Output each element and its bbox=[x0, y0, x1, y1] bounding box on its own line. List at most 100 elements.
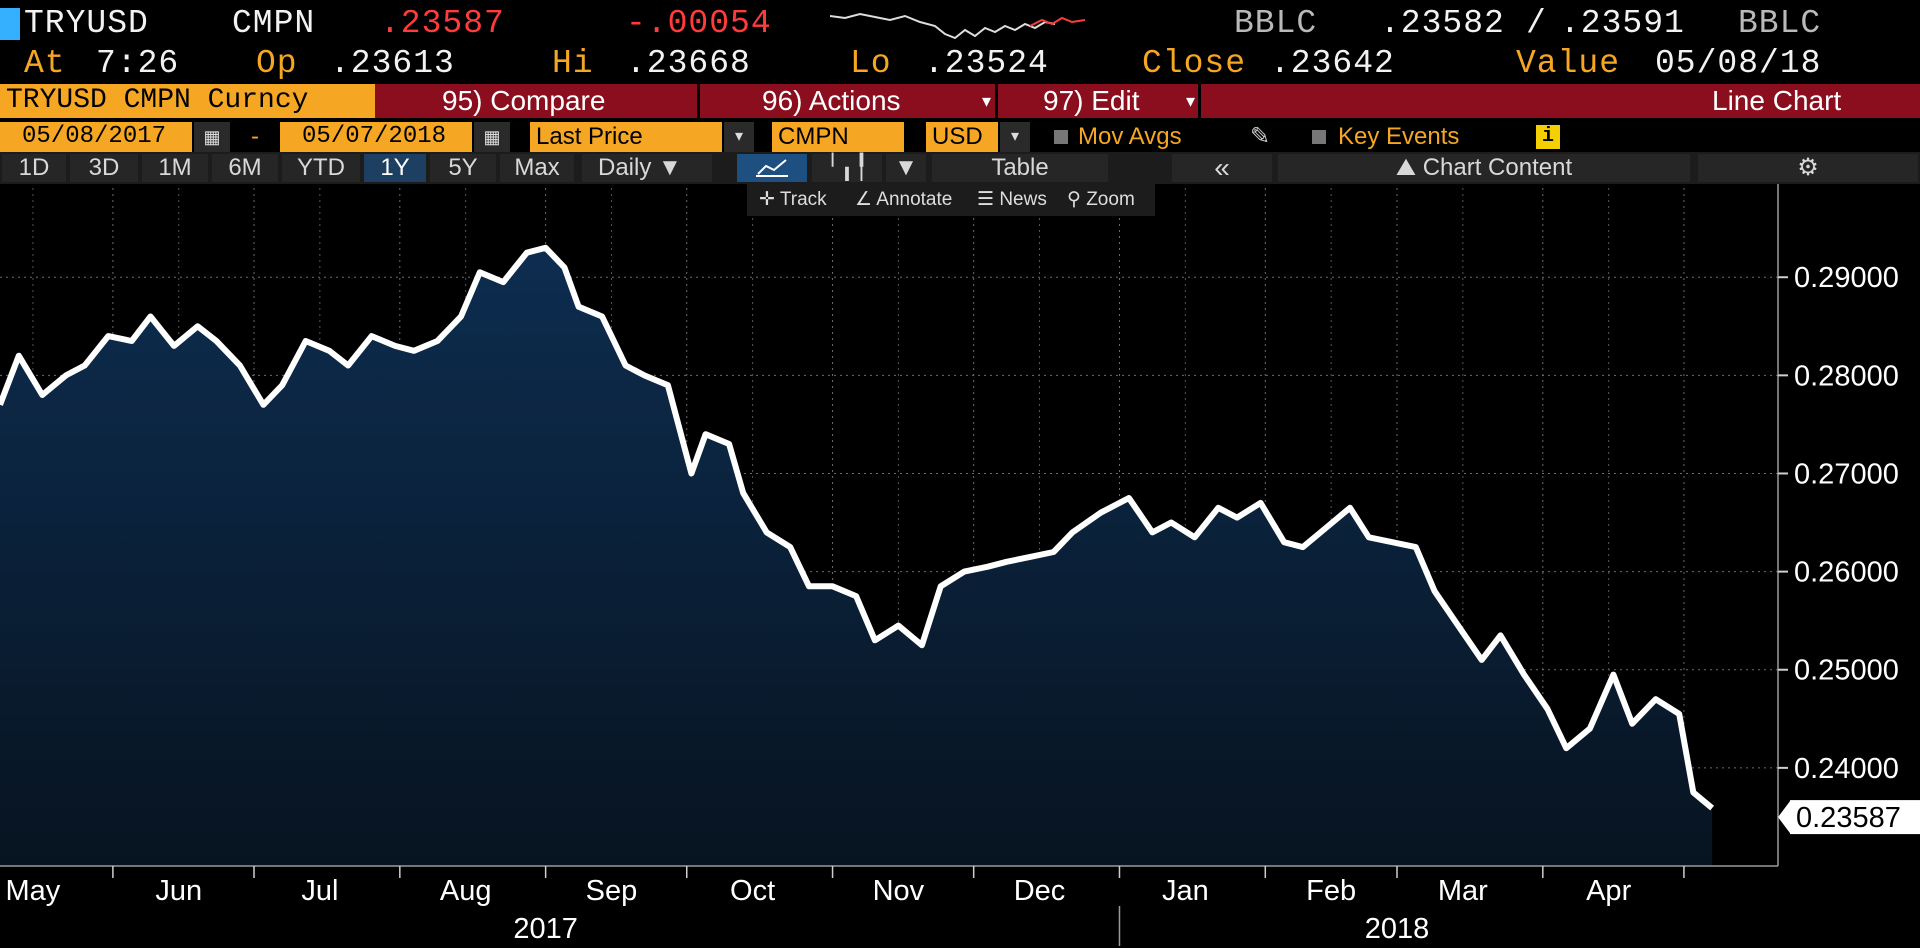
actions-button[interactable]: 96) Actions bbox=[762, 85, 901, 116]
range-button-1m[interactable]: 1M bbox=[142, 154, 208, 182]
edit-button[interactable]: 97) Edit bbox=[1043, 85, 1140, 116]
low-price: .23524 bbox=[924, 45, 1049, 82]
edit-dropdown-icon[interactable]: ▾ bbox=[1186, 91, 1196, 111]
range-button-max[interactable]: Max bbox=[500, 154, 574, 182]
month-label: Dec bbox=[1014, 875, 1066, 907]
year-label: 2017 bbox=[513, 913, 578, 945]
crosshair-icon: ✛ bbox=[759, 189, 780, 210]
at-label: At bbox=[24, 45, 66, 82]
range-button-3d[interactable]: 3D bbox=[70, 154, 138, 182]
ask-price: .23591 bbox=[1560, 5, 1685, 42]
table-button[interactable]: Table bbox=[932, 154, 1108, 182]
price-area bbox=[0, 247, 1713, 867]
close-label: Close bbox=[1142, 45, 1247, 82]
low-label: Lo bbox=[850, 45, 892, 82]
ticker: TRYUSD bbox=[24, 5, 149, 42]
compare-button[interactable]: 95) Compare bbox=[442, 85, 606, 116]
chart-content-button[interactable]: ⛰ Chart Content bbox=[1278, 154, 1690, 182]
close-price: .23642 bbox=[1270, 45, 1395, 82]
month-label: Aug bbox=[440, 875, 492, 907]
chevron-down-icon[interactable]: ▾ bbox=[1000, 122, 1030, 152]
news-button[interactable]: ☰ News bbox=[977, 186, 1047, 214]
collapse-panel-button[interactable]: « bbox=[1172, 154, 1272, 182]
line-chart-icon[interactable] bbox=[737, 154, 807, 182]
last-price-value: 0.23587 bbox=[1796, 802, 1901, 834]
field-select[interactable]: Last Price bbox=[530, 122, 722, 152]
annotate-button[interactable]: ∠ Annotate bbox=[855, 186, 952, 214]
net-change: -.00054 bbox=[626, 5, 772, 42]
open-price: .23613 bbox=[330, 45, 455, 82]
actions-dropdown-icon[interactable]: ▾ bbox=[982, 91, 992, 111]
range-button-ytd[interactable]: YTD bbox=[282, 154, 360, 182]
month-label: Mar bbox=[1438, 875, 1488, 907]
quote-time: 7:26 bbox=[96, 45, 180, 82]
chart-type-dropdown-icon[interactable]: ▼ bbox=[886, 154, 926, 182]
info-icon[interactable]: i bbox=[1536, 125, 1560, 149]
zoom-label: Zoom bbox=[1086, 189, 1135, 210]
range-button-6m[interactable]: 6M bbox=[212, 154, 278, 182]
mov-avgs-checkbox[interactable] bbox=[1054, 130, 1068, 144]
x-axis: May Jun Jul Aug Sep Oct Nov Dec Jan Feb Mar Apr 2017… bbox=[0, 865, 1778, 946]
month-label: Feb bbox=[1306, 875, 1356, 907]
y-tick-label: 0.29000 bbox=[1794, 262, 1899, 294]
chart-settings-row: 05/08/2017 ▦ - 05/07/2018 ▦ Last Price ▾… bbox=[0, 122, 1920, 152]
news-icon: ☰ bbox=[977, 189, 1000, 210]
chevron-down-icon[interactable]: ▾ bbox=[724, 122, 754, 152]
periodicity-select[interactable]: Daily ▼ bbox=[582, 154, 712, 182]
y-tick-label: 0.26000 bbox=[1794, 557, 1899, 589]
high-label: Hi bbox=[552, 45, 594, 82]
magnifier-icon: ⚲ bbox=[1067, 189, 1087, 210]
sparkline-icon bbox=[830, 12, 1086, 40]
price-line bbox=[0, 244, 1715, 811]
quote-line-1: TRYUSD CMPN .23587 -.00054 BBLC .23582 /… bbox=[0, 2, 1920, 46]
security-color-marker bbox=[0, 8, 20, 40]
range-button-5y[interactable]: 5Y bbox=[430, 154, 496, 182]
zoom-button[interactable]: ⚲ Zoom bbox=[1067, 186, 1135, 214]
y-tick-label: 0.27000 bbox=[1794, 458, 1899, 490]
month-label: Oct bbox=[730, 875, 775, 907]
currency-field[interactable]: USD bbox=[926, 122, 998, 152]
month-label: May bbox=[6, 875, 61, 907]
month-label: Jan bbox=[1162, 875, 1209, 907]
pencil-icon[interactable]: ✎ bbox=[1250, 123, 1271, 150]
y-tick-label: 0.25000 bbox=[1794, 655, 1899, 687]
chart-content-icon: ⛰ bbox=[1395, 154, 1423, 181]
last-price: .23587 bbox=[380, 5, 505, 42]
bid-source: BBLC bbox=[1234, 5, 1318, 42]
bar-chart-icon[interactable]: ╵╻╿ bbox=[812, 154, 882, 182]
price-source: CMPN bbox=[232, 5, 316, 42]
chart-content-label: Chart Content bbox=[1422, 154, 1573, 181]
periodicity-label: Daily bbox=[598, 154, 652, 181]
y-axis: 0.29000 0.28000 0.27000 0.26000 0.25000 0.240… bbox=[1777, 184, 1899, 866]
value-label: Value bbox=[1516, 45, 1621, 82]
range-bar: 1D 3D 1M 6M YTD 1Y 5Y Max Daily ▼ ╵╻╿ ▼ Table «… bbox=[0, 152, 1920, 184]
funcbar-divider bbox=[995, 84, 998, 118]
security-field[interactable]: TRYUSD CMPN Curncy bbox=[0, 84, 375, 118]
range-button-1d[interactable]: 1D bbox=[2, 154, 66, 182]
month-label: Jun bbox=[155, 875, 202, 907]
key-events-checkbox[interactable] bbox=[1312, 130, 1326, 144]
track-label: Track bbox=[779, 189, 827, 210]
open-label: Op bbox=[256, 45, 298, 82]
track-button[interactable]: ✛ Track bbox=[759, 186, 827, 214]
bid-ask-separator: / bbox=[1526, 5, 1547, 42]
mov-avgs-label: Mov Avgs bbox=[1078, 123, 1182, 150]
calendar-icon[interactable]: ▦ bbox=[474, 122, 510, 152]
month-label: Jul bbox=[301, 875, 338, 907]
start-date-field[interactable]: 05/08/2017 bbox=[0, 122, 192, 152]
calendar-icon[interactable]: ▦ bbox=[194, 122, 230, 152]
y-tick-label: 0.24000 bbox=[1794, 753, 1899, 785]
source-field[interactable]: CMPN bbox=[772, 122, 904, 152]
key-events-label: Key Events bbox=[1338, 123, 1460, 150]
gear-icon[interactable]: ⚙ bbox=[1698, 154, 1918, 182]
high-price: .23668 bbox=[626, 45, 751, 82]
end-date-field[interactable]: 05/07/2018 bbox=[280, 122, 472, 152]
month-label: Sep bbox=[586, 875, 638, 907]
pencil-icon: ∠ bbox=[855, 189, 877, 210]
range-button-1y[interactable]: 1Y bbox=[364, 154, 426, 182]
annotate-label: Annotate bbox=[876, 189, 953, 210]
news-label: News bbox=[999, 189, 1047, 210]
ask-source: BBLC bbox=[1738, 5, 1822, 42]
price-chart[interactable]: 0.29000 0.28000 0.27000 0.26000 0.25000 0.240… bbox=[0, 184, 1920, 948]
chart-type-label[interactable]: Line Chart bbox=[1712, 85, 1842, 116]
